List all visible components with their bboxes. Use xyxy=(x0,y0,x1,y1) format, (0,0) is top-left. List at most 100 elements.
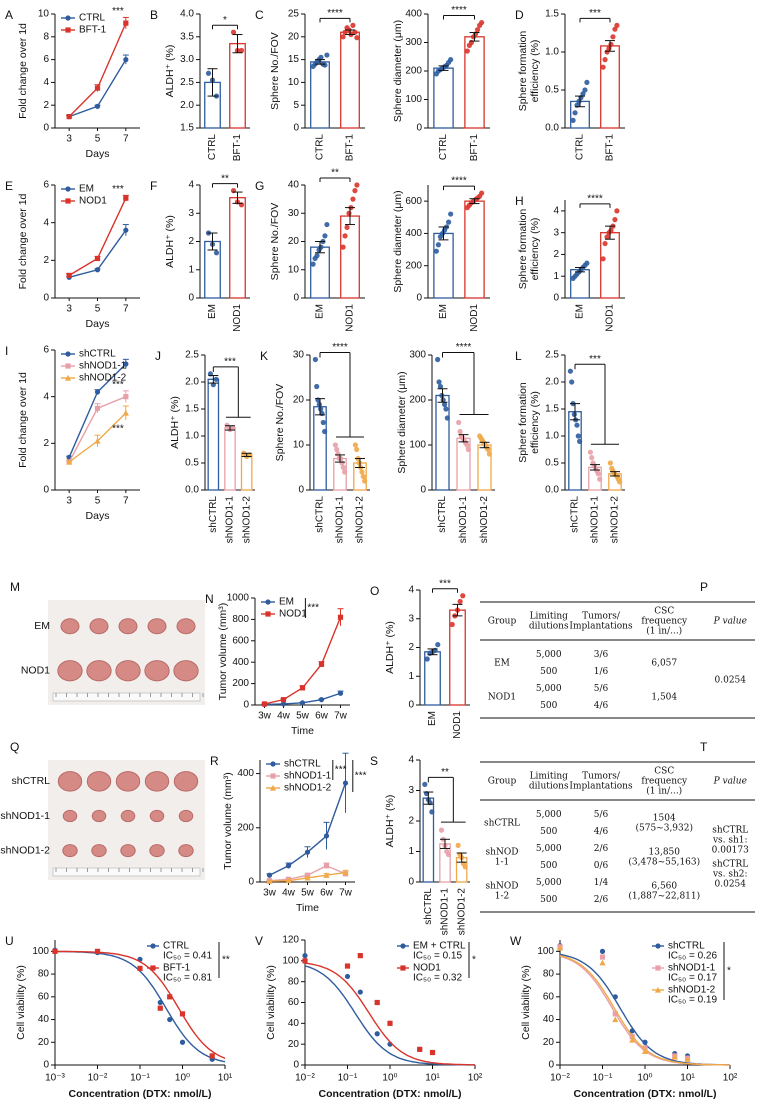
y-axis-label: ALDH⁺ (%) xyxy=(164,45,176,98)
x-tick-label: CTRL xyxy=(207,134,218,161)
legend-marker xyxy=(400,965,406,971)
y-tick-label: 0 xyxy=(43,293,49,304)
data-point xyxy=(357,989,363,995)
y-tick-label: 0 xyxy=(548,1060,554,1071)
table-cell: shCTRL xyxy=(484,819,520,829)
data-point xyxy=(600,256,606,262)
tumor xyxy=(147,618,167,635)
panel-letter: L xyxy=(515,349,522,363)
x-axis-label: Concentration (DTX: nmol/L) xyxy=(574,1088,717,1100)
y-tick-label: 600 xyxy=(405,196,422,207)
data-point xyxy=(123,394,129,400)
table-cell: 0.00173 xyxy=(712,846,749,856)
panel-letter: U xyxy=(5,934,14,948)
x-tick-label: 10⁰ xyxy=(382,1073,397,1084)
x-tick-label: 5 xyxy=(95,496,101,507)
y-axis-label: Sphere No./FOV xyxy=(269,203,281,281)
sig-label: **** xyxy=(587,194,603,205)
tumor xyxy=(86,771,112,792)
bar xyxy=(229,42,246,129)
tumor xyxy=(144,660,170,682)
legend-marker xyxy=(265,611,271,617)
data-point xyxy=(205,70,212,76)
data-point xyxy=(457,598,463,605)
y-tick-label: 2.0 xyxy=(545,377,559,388)
data-point xyxy=(374,999,380,1006)
y-tick-label: 2.5 xyxy=(180,77,194,88)
y-tick-label: 5 xyxy=(293,100,299,111)
data-point xyxy=(572,110,578,116)
legend-label: CTRL xyxy=(163,941,190,952)
y-tick-label: 0.5 xyxy=(545,458,559,469)
legend-label: shNOD1-1 xyxy=(668,963,716,974)
y-tick-label: 100 xyxy=(282,955,299,966)
table-cell: vs. sh1: xyxy=(712,836,748,846)
legend-label: BFT-1 xyxy=(79,25,107,36)
table-header: CSC xyxy=(654,767,674,777)
panel-letter: F xyxy=(150,179,157,193)
data-point xyxy=(417,1046,423,1052)
bar xyxy=(310,246,330,299)
tumor xyxy=(115,660,141,682)
x-axis-label: Days xyxy=(86,148,110,160)
x-tick-label: 10⁻² xyxy=(88,1073,108,1084)
data-point xyxy=(340,464,346,471)
y-tick-label: 10 xyxy=(288,264,300,275)
x-tick-label: EM xyxy=(427,711,438,726)
tumor xyxy=(91,844,107,858)
panel-letter: E xyxy=(5,179,13,193)
table-cell: 6,560 xyxy=(651,882,677,892)
tumor xyxy=(178,844,194,858)
data-point xyxy=(556,944,564,951)
data-point xyxy=(299,685,306,691)
data-point xyxy=(66,114,72,120)
y-axis-label: Cell viability (%) xyxy=(15,965,27,1040)
data-point xyxy=(438,827,445,833)
x-tick-label: shNOD1-1 xyxy=(458,496,469,544)
x-tick-label: NOD1 xyxy=(469,304,480,332)
x-axis-label: Time xyxy=(296,902,319,914)
y-tick-label: 40 xyxy=(288,1018,300,1029)
legend-marker xyxy=(150,965,156,971)
table-cell: 1/6 xyxy=(594,667,609,677)
y-tick-label: 200 xyxy=(232,678,249,689)
tumor xyxy=(173,771,199,792)
data-point xyxy=(123,20,129,26)
panel-letter: I xyxy=(5,344,8,358)
table-cell: 500 xyxy=(540,667,557,677)
data-point xyxy=(444,415,450,421)
y-tick-label: 0.0 xyxy=(545,485,559,496)
y-tick-label: 80 xyxy=(288,976,300,987)
data-point xyxy=(316,401,322,408)
data-point xyxy=(602,57,608,63)
y-tick-label: 100 xyxy=(409,440,426,451)
y-tick-label: 2.0 xyxy=(180,100,194,111)
y-tick-label: 100 xyxy=(405,94,422,105)
data-point xyxy=(337,690,344,696)
data-point xyxy=(344,973,351,980)
x-tick-label: EM xyxy=(315,304,326,319)
bar xyxy=(229,197,246,299)
bar xyxy=(240,454,253,491)
data-point xyxy=(599,948,606,954)
y-tick-label: 400 xyxy=(237,768,254,779)
y-axis-label: Sphere formation xyxy=(517,209,529,290)
x-tick-label: EM xyxy=(207,304,218,319)
data-point xyxy=(123,227,129,233)
table-header: P value xyxy=(713,617,747,627)
y-tick-label: 0.0 xyxy=(545,123,559,134)
bar xyxy=(433,67,454,129)
x-tick-label: shCTRL xyxy=(437,496,448,533)
table-cell: 0/6 xyxy=(594,861,609,871)
bar xyxy=(340,31,360,129)
sig-label: * xyxy=(727,966,731,977)
data-point xyxy=(324,52,330,58)
y-tick-label: 2.5 xyxy=(545,350,559,361)
legend-marker xyxy=(150,943,156,949)
x-tick-label: 10⁻² xyxy=(295,1073,315,1084)
data-point xyxy=(285,877,292,884)
data-point xyxy=(374,1031,380,1037)
tumor xyxy=(176,618,196,635)
tumor xyxy=(91,809,107,823)
data-point xyxy=(610,34,616,40)
